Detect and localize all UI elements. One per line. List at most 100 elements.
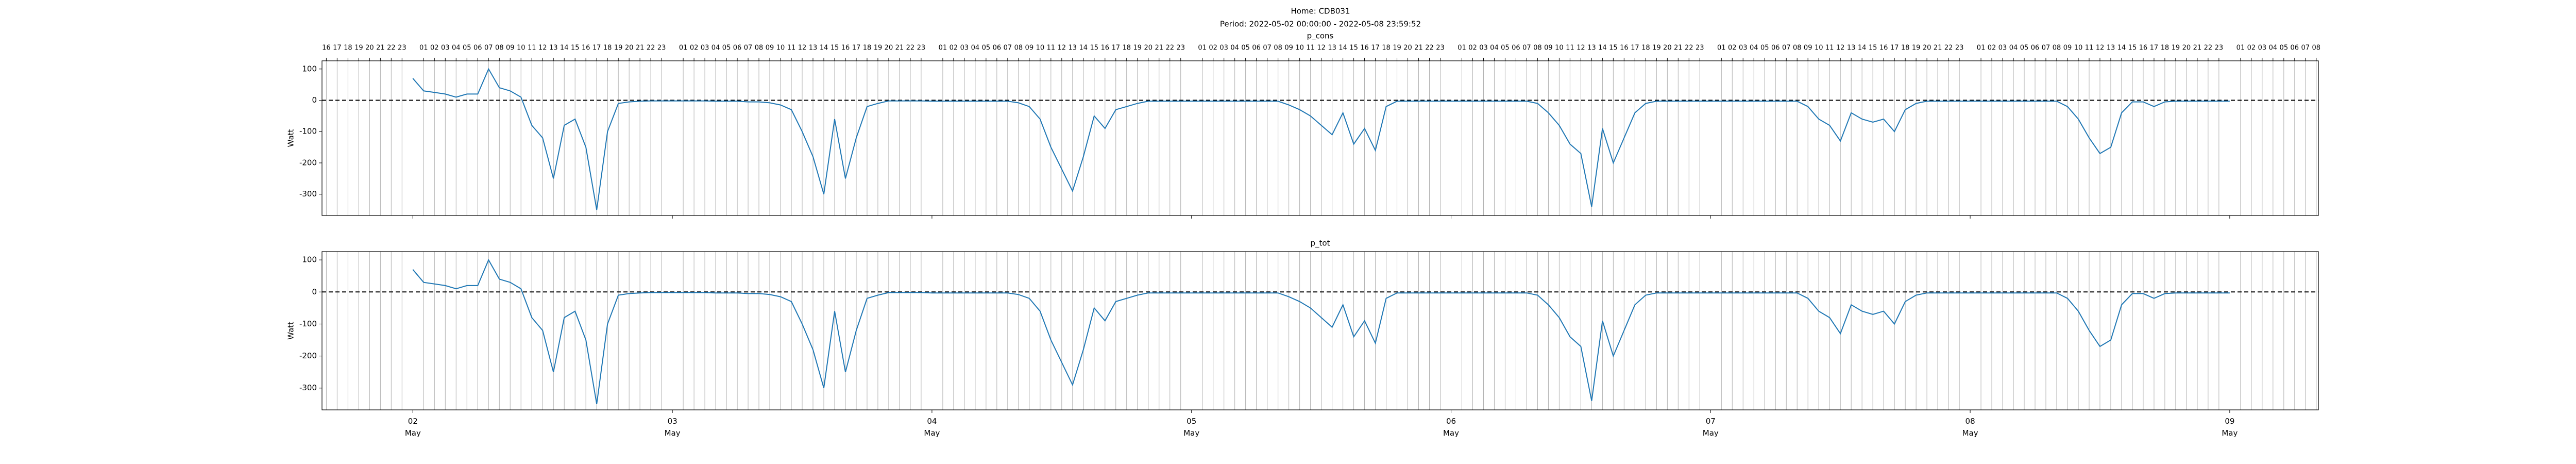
- x2-tick-label: 06: [993, 44, 1002, 52]
- x2-tick-label: 19: [1133, 44, 1142, 52]
- y-tick-label: 0: [312, 95, 317, 105]
- x2-tick-label: 09: [1284, 44, 1293, 52]
- x2-tick-label: 16: [2139, 44, 2148, 52]
- x2-tick-label: 19: [614, 44, 623, 52]
- x2-tick-label: 18: [2161, 44, 2170, 52]
- x2-tick-label: 02: [950, 44, 958, 52]
- x2-tick-label: 04: [1490, 44, 1499, 52]
- x2-tick-label: 14: [820, 44, 828, 52]
- x2-tick-label: 05: [2020, 44, 2029, 52]
- x2-tick-label: 16: [1620, 44, 1629, 52]
- x2-tick-label: 10: [517, 44, 526, 52]
- x-tick-label: 07 May: [1703, 417, 1719, 438]
- x2-tick-label: 18: [1641, 44, 1650, 52]
- x2-tick-label: 11: [1306, 44, 1315, 52]
- x2-tick-label: 02: [2247, 44, 2256, 52]
- x2-tick-label: 14: [1858, 44, 1867, 52]
- x2-tick-label: 22: [1944, 44, 1953, 52]
- x2-tick-label: 19: [1912, 44, 1921, 52]
- x2-tick-label: 09: [2063, 44, 2072, 52]
- x2-tick-label: 21: [1934, 44, 1942, 52]
- x2-tick-label: 05: [722, 44, 731, 52]
- x2-tick-label: 20: [2182, 44, 2191, 52]
- x-tick-label: 06 May: [1443, 417, 1459, 438]
- y-tick-label: 0: [312, 287, 317, 296]
- y-tick-label: -100: [299, 127, 317, 136]
- data-line: [412, 68, 2230, 210]
- x2-tick-label: 11: [2085, 44, 2094, 52]
- figure-subtitle: Period: 2022-05-02 00:00:00 - 2022-05-08…: [1220, 20, 1421, 29]
- x2-tick-label: 05: [1501, 44, 1510, 52]
- x2-tick-label: 21: [636, 44, 645, 52]
- x2-tick-label: 06: [1252, 44, 1261, 52]
- x2-tick-label: 19: [1393, 44, 1401, 52]
- x2-tick-label: 12: [2096, 44, 2105, 52]
- x2-tick-label: 23: [917, 44, 926, 52]
- x2-tick-label: 07: [1782, 44, 1791, 52]
- x-tick-label: 08 May: [1962, 417, 1978, 438]
- figure-title: Home: CDB031: [1291, 7, 1350, 16]
- x2-tick-label: 15: [2128, 44, 2137, 52]
- subplot-title: p_tot: [1311, 239, 1330, 248]
- x2-tick-label: 09: [1544, 44, 1553, 52]
- x-tick-label: 03 May: [665, 417, 681, 438]
- x2-tick-label: 01: [419, 44, 428, 52]
- x2-tick-label: 08: [2312, 44, 2321, 52]
- x2-tick-label: 17: [1890, 44, 1899, 52]
- y-tick-label: 100: [302, 64, 317, 73]
- x2-tick-label: 06: [473, 44, 482, 52]
- y-tick-label: 100: [302, 255, 317, 264]
- x2-tick-label: 17: [2150, 44, 2159, 52]
- x2-tick-label: 15: [1609, 44, 1618, 52]
- x2-tick-label: 01: [1977, 44, 1986, 52]
- x2-tick-label: 13: [1847, 44, 1856, 52]
- x-tick-label: 05 May: [1183, 417, 1199, 438]
- x2-tick-label: 23: [1436, 44, 1445, 52]
- x2-tick-label: 17: [592, 44, 601, 52]
- x2-tick-label: 03: [960, 44, 969, 52]
- x2-tick-label: 05: [1760, 44, 1769, 52]
- x2-tick-label: 02: [430, 44, 439, 52]
- x2-tick-label: 11: [528, 44, 536, 52]
- x2-tick-label: 19: [1652, 44, 1661, 52]
- x2-tick-label: 12: [1836, 44, 1845, 52]
- x2-tick-label: 16: [322, 44, 331, 52]
- x2-tick-label: 13: [549, 44, 558, 52]
- plot-frame: [321, 251, 2319, 410]
- y-tick-label: -200: [299, 351, 317, 360]
- x2-tick-label: 08: [1014, 44, 1023, 52]
- x2-tick-label: 20: [1923, 44, 1931, 52]
- x2-tick-label: 02: [1728, 44, 1737, 52]
- x2-tick-label: 15: [831, 44, 839, 52]
- x2-tick-label: 07: [1263, 44, 1272, 52]
- x2-tick-label: 02: [1209, 44, 1217, 52]
- x2-tick-label: 07: [744, 44, 753, 52]
- x2-tick-label: 11: [1047, 44, 1056, 52]
- x2-tick-label: 23: [1955, 44, 1964, 52]
- plot-frame: [321, 60, 2319, 216]
- x2-tick-label: 20: [365, 44, 374, 52]
- x2-tick-label: 07: [484, 44, 493, 52]
- x2-tick-label: 01: [1198, 44, 1207, 52]
- x2-tick-label: 08: [495, 44, 504, 52]
- x2-tick-label: 10: [776, 44, 785, 52]
- x2-tick-label: 22: [387, 44, 396, 52]
- x2-tick-label: 18: [1122, 44, 1131, 52]
- x2-tick-label: 23: [1176, 44, 1185, 52]
- x2-tick-label: 08: [1274, 44, 1282, 52]
- x2-tick-label: 04: [2009, 44, 2018, 52]
- x2-tick-label: 05: [2280, 44, 2289, 52]
- x2-tick-label: 09: [1025, 44, 1034, 52]
- x2-tick-label: 04: [1230, 44, 1239, 52]
- x2-tick-label: 21: [1155, 44, 1163, 52]
- x2-tick-label: 04: [711, 44, 720, 52]
- x2-tick-label: 03: [1219, 44, 1228, 52]
- x2-tick-label: 02: [1468, 44, 1477, 52]
- x2-tick-label: 21: [2193, 44, 2202, 52]
- x2-tick-label: 04: [1750, 44, 1758, 52]
- x2-tick-label: 09: [506, 44, 515, 52]
- x2-tick-label: 23: [2215, 44, 2224, 52]
- x2-tick-label: 20: [885, 44, 893, 52]
- x2-tick-label: 21: [1414, 44, 1423, 52]
